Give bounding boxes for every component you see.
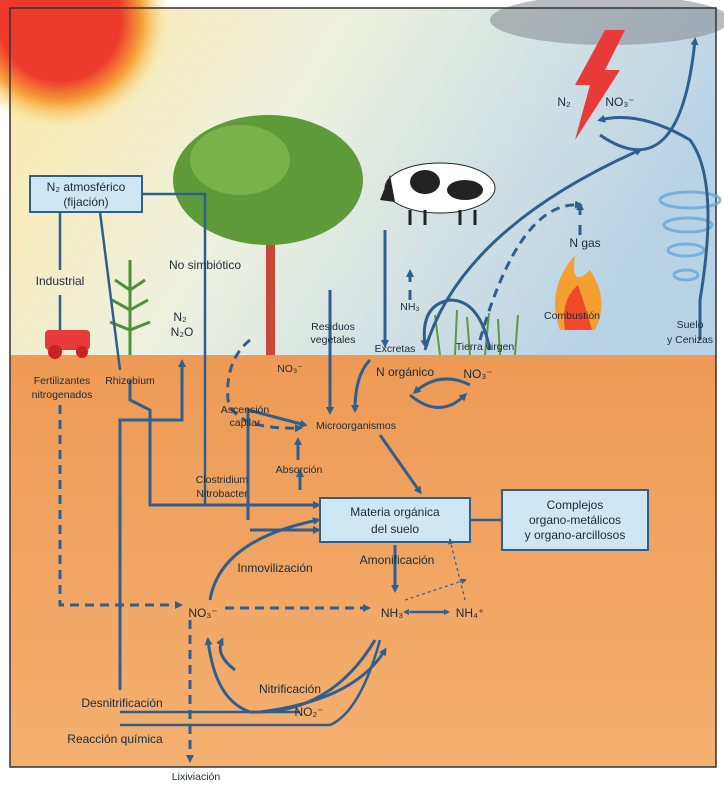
label: Inmovilización (237, 561, 312, 575)
label: Nitrificación (259, 682, 321, 696)
label: Residuos (311, 321, 355, 333)
label: Rhizobium (105, 375, 155, 387)
label: Microorganismos (316, 420, 396, 432)
label: NO₃⁻ (605, 95, 634, 109)
label: vegetales (311, 334, 356, 346)
label: NH₃ (381, 606, 403, 620)
label: N₂ (173, 310, 187, 324)
label: Nitrobacter (196, 488, 248, 500)
label: capilar (230, 417, 261, 429)
label: N₂ (557, 95, 571, 109)
label: No simbiótico (169, 258, 241, 272)
label: Lixiviación (172, 771, 221, 783)
atmospheric-line: (fijación) (63, 195, 108, 209)
label: N gas (569, 236, 600, 250)
complexes-line: Complejos (547, 498, 604, 512)
organic-matter-line: del suelo (371, 522, 419, 536)
label: Ascensión (221, 404, 270, 416)
complexes-line: y organo-arcillosos (525, 528, 626, 542)
nitrogen-cycle-diagram: N₂ atmosférico (fijación) Materia orgáni… (0, 0, 724, 785)
organic-matter-line: Materia orgánica (350, 505, 440, 519)
label: Amonificación (360, 553, 435, 567)
label: NO₃⁻ (277, 363, 303, 375)
label: Industrial (36, 274, 85, 288)
label: y Cenizas (667, 334, 713, 346)
label: Suelo (677, 319, 704, 331)
label: NH₃ (400, 301, 419, 313)
label: N orgánico (376, 365, 434, 379)
label: Reacción química (67, 732, 163, 746)
label: Excretas (375, 343, 416, 355)
label: Clostridium (196, 474, 249, 486)
label: N₂O (171, 325, 194, 339)
label: Desnitrificación (81, 696, 162, 710)
label: NH₄⁺ (456, 606, 485, 620)
label: nitrogenados (32, 389, 93, 401)
label: Combustión (544, 310, 600, 322)
atmospheric-line: N₂ atmosférico (47, 180, 126, 194)
complexes-line: organo-metálicos (529, 513, 621, 527)
label: Absorción (276, 464, 323, 476)
label: NO₃⁻ (188, 606, 217, 620)
label: NO₂⁻ (295, 705, 324, 719)
label: Tierra virgen (456, 341, 515, 353)
label: NO₃⁻ (463, 367, 492, 381)
label: Fertilizantes (34, 375, 91, 387)
